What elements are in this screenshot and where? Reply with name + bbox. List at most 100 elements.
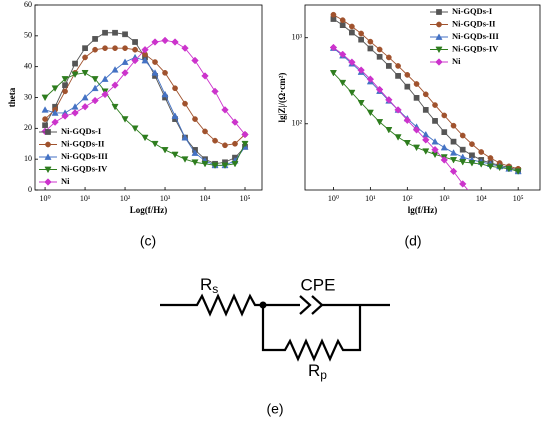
- x-tick-label: 10¹: [365, 194, 376, 203]
- y-tick-label: 50: [24, 31, 32, 40]
- legend-marker: [44, 178, 52, 186]
- y-tick-label: 10: [24, 154, 32, 163]
- marker: [132, 39, 138, 45]
- marker: [450, 138, 457, 145]
- marker: [367, 45, 374, 52]
- marker: [82, 45, 88, 52]
- marker: [366, 109, 374, 117]
- legend-marker: [45, 141, 51, 148]
- marker: [413, 144, 421, 152]
- marker: [131, 56, 139, 65]
- marker: [404, 83, 411, 90]
- marker: [357, 66, 365, 74]
- legend-label: Ni-GQDs-III: [452, 31, 499, 41]
- marker: [101, 75, 109, 82]
- legend-label: Ni: [452, 56, 461, 66]
- rs-sub: s: [212, 282, 218, 296]
- legend-label: Ni: [61, 176, 70, 186]
- marker: [71, 109, 79, 117]
- marker: [91, 84, 99, 92]
- marker: [357, 100, 365, 107]
- marker: [141, 45, 149, 54]
- marker: [132, 46, 138, 53]
- legend-marker: [436, 9, 442, 15]
- marker: [111, 66, 119, 73]
- plot-area: [329, 11, 522, 253]
- marker: [422, 136, 430, 144]
- legend-label: Ni-GQDs-II: [61, 138, 105, 148]
- marker: [122, 31, 128, 38]
- marker: [395, 73, 401, 79]
- marker: [469, 191, 476, 198]
- legend-label: Ni-GQDs-I: [61, 126, 102, 136]
- marker: [61, 112, 69, 120]
- marker: [468, 160, 476, 167]
- marker: [92, 46, 98, 53]
- cpe-plate: [299, 295, 312, 315]
- marker: [441, 112, 448, 119]
- marker: [348, 58, 356, 66]
- marker: [151, 140, 159, 148]
- marker: [469, 141, 475, 147]
- marker: [102, 29, 108, 36]
- marker: [506, 236, 513, 243]
- y-tick-label: 20: [24, 123, 32, 132]
- marker: [181, 44, 189, 52]
- marker: [222, 142, 228, 149]
- marker: [413, 81, 420, 87]
- marker: [422, 91, 429, 98]
- marker: [403, 116, 412, 124]
- marker: [81, 93, 89, 101]
- panel-label: (e): [266, 401, 283, 417]
- panel-label: (c): [140, 233, 156, 249]
- legend-marker: [435, 58, 443, 66]
- marker: [339, 22, 346, 28]
- marker: [349, 29, 355, 36]
- marker: [221, 106, 229, 114]
- series-line: [333, 47, 469, 190]
- marker: [376, 119, 384, 126]
- marker: [394, 134, 402, 141]
- x-tick-label: 10⁰: [328, 194, 339, 203]
- marker: [358, 36, 364, 43]
- marker: [91, 76, 99, 83]
- panel-label: (d): [404, 233, 421, 249]
- marker: [376, 46, 383, 53]
- marker: [241, 130, 249, 139]
- plot-frame: [304, 4, 541, 191]
- marker: [404, 72, 411, 78]
- y-tick-label: 10³: [292, 33, 303, 42]
- marker: [91, 96, 99, 105]
- marker: [182, 100, 188, 107]
- marker: [51, 85, 59, 92]
- marker: [81, 69, 89, 77]
- marker: [385, 126, 393, 134]
- marker: [514, 168, 522, 175]
- marker: [459, 153, 467, 160]
- rp-label: Rp: [308, 361, 327, 382]
- marker: [487, 215, 494, 222]
- marker: [161, 90, 169, 98]
- marker: [211, 87, 219, 96]
- marker: [212, 137, 218, 144]
- y-tick-label: 40: [24, 61, 32, 70]
- legend-label: Ni-GQDs-II: [452, 18, 496, 28]
- marker: [82, 54, 88, 61]
- marker: [515, 246, 522, 253]
- legend-marker: [436, 21, 442, 28]
- marker: [338, 50, 347, 59]
- marker: [51, 109, 59, 116]
- marker: [385, 96, 393, 104]
- marker: [151, 38, 159, 46]
- marker: [191, 159, 199, 166]
- marker: [111, 103, 119, 111]
- marker: [152, 59, 158, 65]
- marker: [232, 140, 238, 147]
- marker: [458, 180, 467, 188]
- marker: [171, 112, 179, 119]
- marker: [122, 45, 128, 52]
- marker: [375, 85, 384, 94]
- marker: [329, 70, 337, 77]
- marker: [131, 125, 139, 132]
- x-tick-label: 10⁴: [476, 194, 487, 203]
